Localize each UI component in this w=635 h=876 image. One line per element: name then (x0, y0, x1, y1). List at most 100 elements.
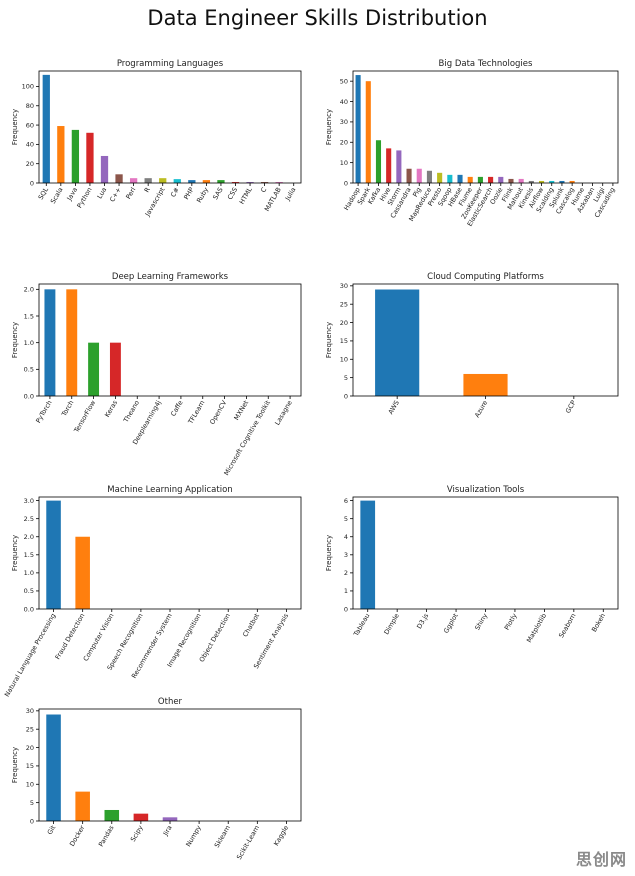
x-tick-label: Docker (68, 824, 86, 848)
bar (549, 180, 555, 183)
y-tick-label: 15 (26, 762, 34, 770)
subplot-3: Deep Learning Frameworks Frequency 0.0 0.5 1… (11, 272, 302, 477)
bar (360, 500, 376, 609)
y-tick-label: 25 (26, 725, 34, 733)
y-tick-label: 1.5 (24, 551, 34, 559)
bar (365, 81, 371, 183)
x-tick-label: C# (169, 186, 181, 199)
x-tick-label: Chatbot (241, 612, 261, 639)
bar (104, 809, 120, 821)
y-tick-label: 10 (340, 356, 348, 364)
y-tick-label: 1 (344, 587, 348, 595)
y-axis-label: Frequency (11, 535, 19, 571)
y-tick-label: 5 (344, 515, 348, 523)
subplot-5: Machine Learning Application Frequency 0.0… (3, 485, 302, 698)
x-tick-label: Pandas (97, 823, 116, 848)
x-tick-label: HTML (238, 186, 254, 206)
subplot-7: Other Frequency 0 5 10 15 20 25 30 Git Docker Panda… (11, 697, 302, 861)
y-tick-label: 2.5 (24, 515, 34, 523)
bar (457, 174, 463, 183)
bar (559, 180, 565, 183)
bar (467, 176, 473, 183)
bar (539, 180, 545, 183)
bar (488, 176, 494, 183)
y-tick-label: 80 (26, 102, 34, 110)
x-tick-label: Natural Language Processing (3, 612, 57, 698)
subplot-title: Cloud Computing Platforms (427, 272, 544, 282)
bar (173, 179, 181, 183)
bar (375, 289, 420, 396)
x-tick-label: PyTorch (34, 399, 53, 425)
x-tick-label: Numpy (184, 824, 203, 848)
y-tick-label: 10 (340, 159, 348, 167)
y-tick-label: 30 (26, 707, 34, 715)
x-tick-label: Pig (411, 186, 423, 198)
bar (129, 178, 138, 183)
x-tick-label: Lua (95, 186, 108, 200)
y-tick-label: 3 (344, 551, 348, 559)
y-tick-label: 20 (340, 319, 348, 327)
bar (42, 74, 50, 183)
x-tick-label: Computer Vision (82, 612, 116, 663)
x-tick-label: SAS (211, 186, 224, 201)
y-tick-label: 1.5 (24, 312, 34, 320)
x-tick-label: Scipy (129, 824, 145, 843)
bar (109, 342, 121, 396)
bar (528, 180, 534, 183)
bar (162, 817, 178, 821)
bar (100, 155, 109, 183)
bar (396, 150, 402, 183)
bar (46, 714, 61, 821)
bar (569, 180, 575, 183)
y-tick-label: 100 (22, 83, 34, 91)
bar (188, 180, 196, 183)
x-tick-label: Fraud Detection (54, 612, 87, 661)
bar (498, 176, 504, 183)
x-tick-label: GCP (564, 399, 578, 415)
y-tick-label: 20 (26, 160, 34, 168)
subplot-2: Big Data Technologies Frequency 0 10 20 30 40 5… (325, 59, 619, 228)
x-tick-label: Tableau (352, 612, 372, 638)
bar (447, 174, 453, 183)
subplot-title: Programming Languages (117, 59, 224, 69)
subplot-6: Visualization Tools Frequency 0 1 2 3 4 5 6 Table… (325, 485, 619, 644)
y-tick-label: 30 (340, 118, 348, 126)
x-tick-label: Object Detection (198, 612, 232, 663)
x-tick-label: MXNet (232, 399, 250, 422)
x-tick-label: Kaggle (272, 824, 290, 847)
subplot-title: Visualization Tools (447, 485, 525, 495)
y-axis-label: Frequency (11, 747, 19, 783)
bar (66, 289, 78, 396)
x-tick-label: PHP (182, 186, 195, 201)
x-tick-label: Keras (103, 398, 119, 418)
bar (202, 180, 211, 183)
y-tick-label: 0 (30, 179, 34, 187)
y-tick-label: 0.0 (24, 392, 34, 400)
bar (260, 182, 269, 183)
plot-frame (38, 70, 302, 184)
bar (508, 178, 514, 183)
subplot-4: Cloud Computing Platforms Frequency 0 5 10 15… (325, 272, 619, 419)
x-tick-label: Jira (161, 824, 174, 838)
y-tick-label: 0 (344, 605, 348, 613)
watermark-logo: 思创网 (575, 850, 627, 869)
plot-frame (352, 70, 619, 184)
bar (57, 126, 65, 183)
x-tick-label: TensorFlow (72, 398, 98, 435)
y-tick-label: 0 (30, 817, 34, 825)
y-tick-label: 10 (26, 781, 34, 789)
x-tick-label: D3.js (415, 611, 430, 630)
bar (246, 182, 254, 183)
x-tick-label: Java (65, 186, 79, 203)
x-tick-label: Torch (60, 399, 76, 419)
x-tick-label: Microsoft Cognitive Toolkit (222, 399, 272, 477)
bar (71, 129, 80, 183)
x-tick-label: Shiny (473, 612, 489, 632)
y-tick-label: 1.0 (24, 569, 34, 577)
x-tick-label: Julia (283, 186, 297, 203)
x-tick-label: Scikit-Learn (235, 824, 261, 861)
y-tick-label: 0 (344, 179, 348, 187)
bar (88, 342, 100, 396)
bar (477, 176, 483, 183)
bar (518, 178, 524, 183)
